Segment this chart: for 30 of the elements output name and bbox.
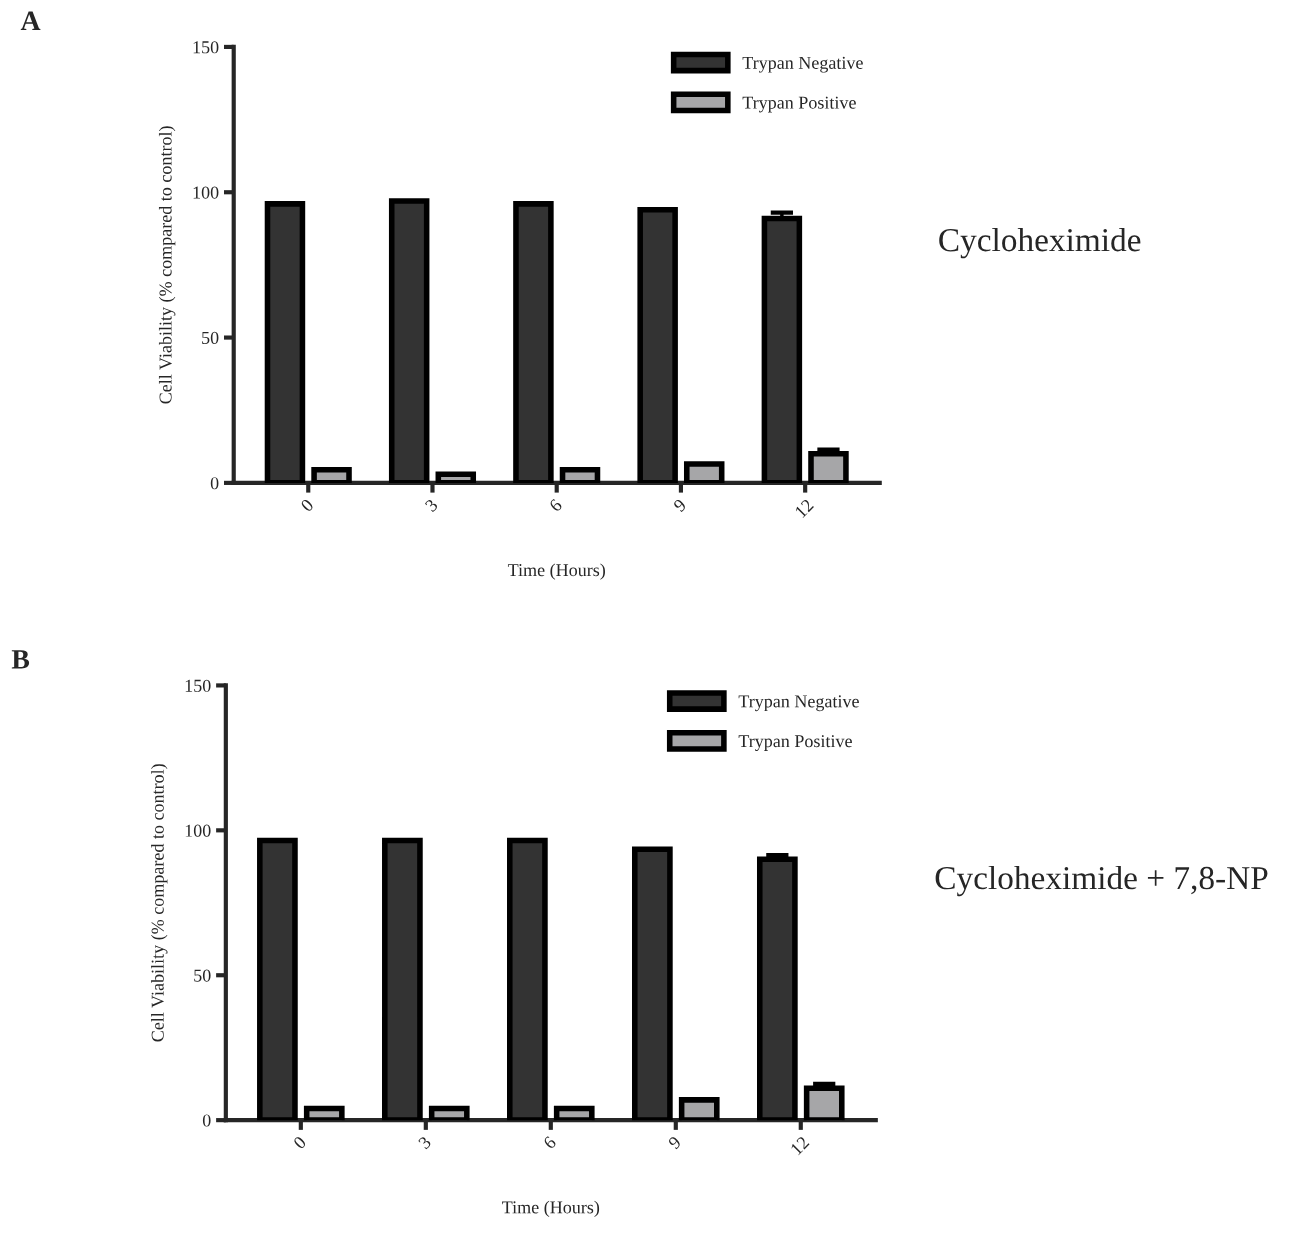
- x-tick-label: 9: [672, 498, 687, 513]
- x-axis-title: Time (Hours): [507, 563, 605, 580]
- x-tick-label: 6: [542, 1135, 557, 1150]
- y-tick-label: 0: [210, 477, 219, 490]
- chart-title: A: [20, 11, 41, 30]
- x-axis-title: Time (Hours): [502, 1200, 600, 1218]
- y-tick-label: 50: [202, 331, 219, 345]
- y-tick-label: 0: [202, 1114, 211, 1127]
- x-tick-label: 6: [548, 498, 563, 513]
- y-tick-label: 100: [193, 186, 219, 199]
- y-tick-label: 100: [185, 824, 211, 837]
- legend-label: Trypan Negative: [738, 695, 859, 712]
- y-axis-title: Cell Viability (% compared to control): [158, 126, 176, 404]
- y-tick-label: 150: [185, 679, 211, 692]
- chart-title: B: [11, 650, 30, 669]
- y-tick-label: 150: [193, 41, 219, 54]
- x-tick-label: 0: [292, 1135, 307, 1150]
- legend-label: Trypan Positive: [742, 96, 856, 113]
- x-tick-label: 12: [794, 498, 814, 518]
- text: Cycloheximide + 7,8-NP: [935, 865, 1268, 897]
- text: Cycloheximide: [939, 227, 1141, 259]
- x-tick-label: 0: [300, 498, 315, 513]
- x-tick-label: 12: [790, 1135, 810, 1156]
- x-tick-label: 9: [667, 1135, 682, 1150]
- y-tick-label: 50: [194, 969, 211, 982]
- y-axis-title: Cell Viability (% compared to control): [151, 764, 168, 1042]
- legend-label: Trypan Positive: [738, 735, 852, 751]
- legend-label: Trypan Negative: [742, 56, 863, 73]
- x-tick-label: 3: [424, 498, 439, 513]
- x-tick-label: 3: [417, 1135, 432, 1150]
